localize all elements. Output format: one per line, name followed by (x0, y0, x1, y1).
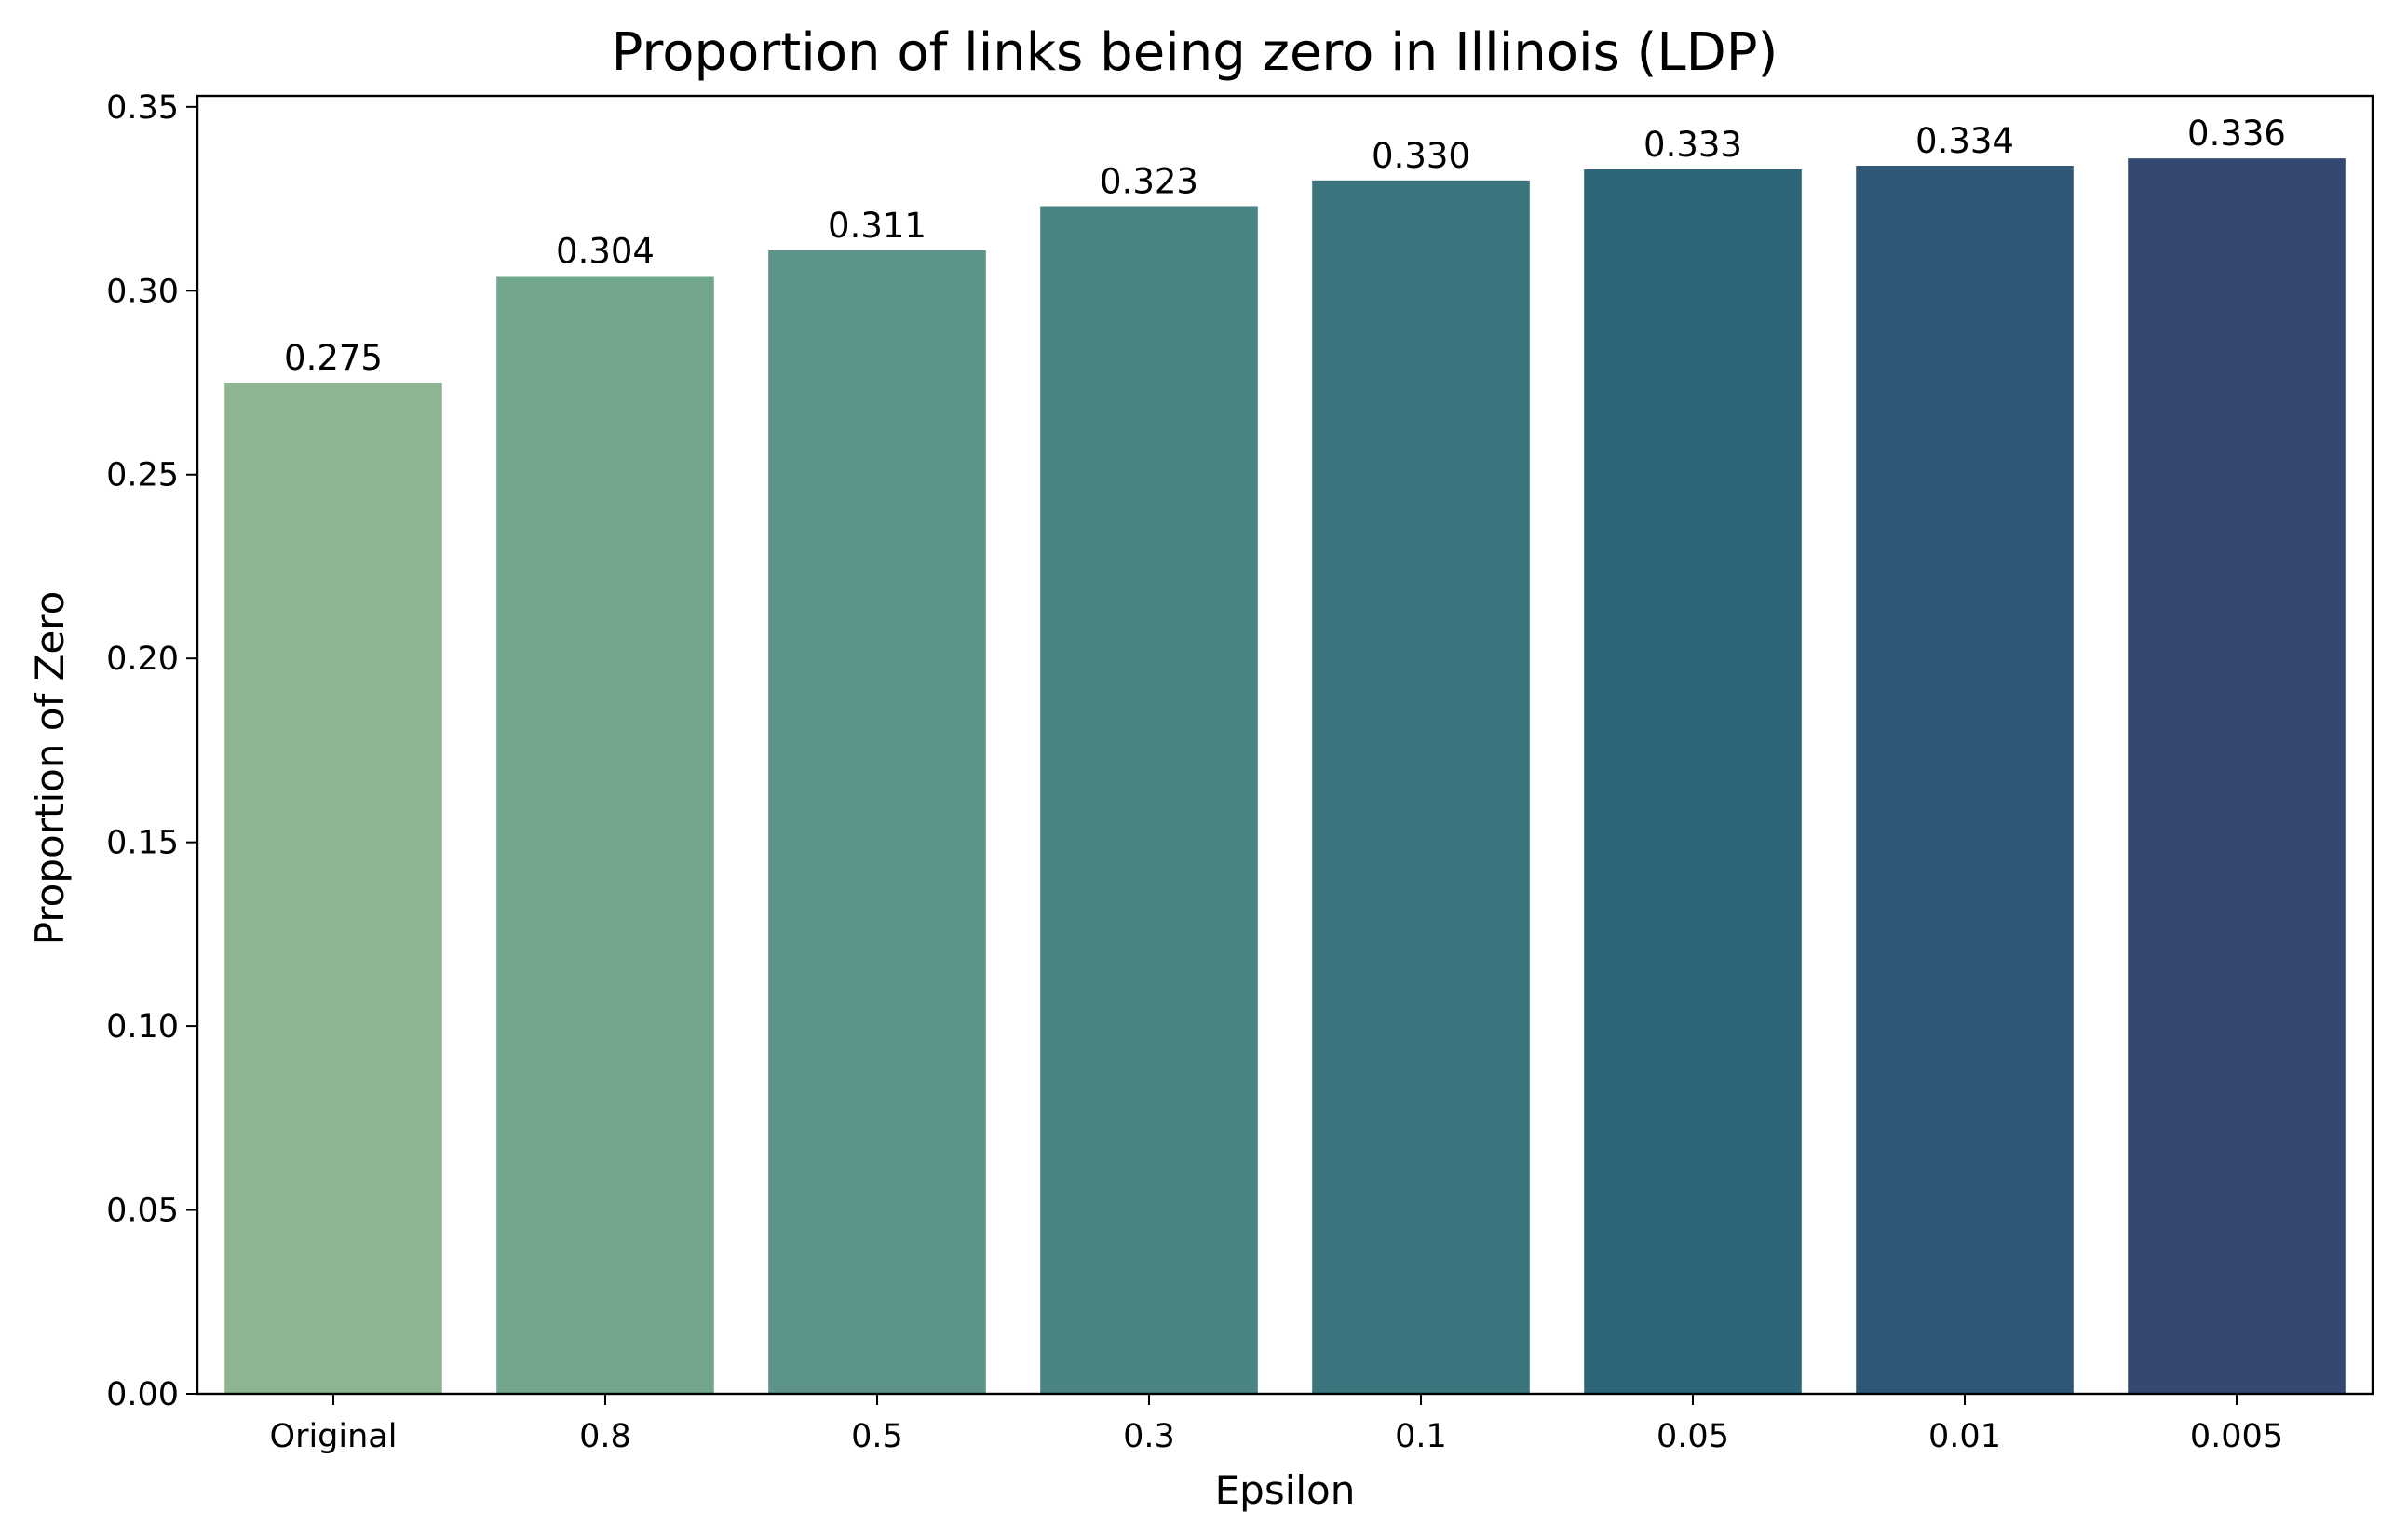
data-label: 0.311 (828, 206, 926, 246)
data-label: 0.275 (284, 338, 383, 378)
data-label: 0.323 (1100, 161, 1198, 201)
x-tick-label: 0.5 (851, 1418, 903, 1455)
plot-area: 0.275 Original 0.304 0.8 0.311 0.5 0.323 0.3 0.3… (106, 89, 2374, 1455)
data-label: 0.304 (556, 232, 655, 272)
y-tick-label: 0.35 (106, 89, 179, 127)
y-tick-label: 0.25 (106, 457, 179, 494)
bar (2128, 158, 2346, 1394)
x-tick-label: 0.005 (2190, 1418, 2283, 1455)
chart-title: Proportion of links being zero in Illino… (612, 22, 1779, 83)
x-axis-label: Epsilon (1215, 1467, 1356, 1513)
y-tick-label: 0.00 (106, 1376, 179, 1413)
data-label: 0.330 (1372, 136, 1470, 176)
x-tick-label: 0.8 (579, 1418, 631, 1455)
x-tick-label: 0.1 (1395, 1418, 1447, 1455)
bar (768, 250, 986, 1394)
y-tick-label: 0.05 (106, 1193, 179, 1230)
x-tick-label: 0.05 (1657, 1418, 1729, 1455)
y-axis-label: Proportion of Zero (27, 591, 73, 946)
y-tick-label: 0.15 (106, 825, 179, 862)
x-tick-label: Original (270, 1418, 398, 1455)
bar (224, 383, 442, 1394)
plot-frame (196, 94, 2374, 1396)
bar (1040, 206, 1258, 1395)
bar (1856, 166, 2074, 1395)
y-tick-label: 0.20 (106, 641, 179, 678)
data-label: 0.334 (1915, 121, 2014, 161)
bar (496, 276, 714, 1394)
bar (1584, 169, 1802, 1394)
bar (1312, 180, 1530, 1395)
data-label: 0.336 (2187, 114, 2286, 154)
y-tick-label: 0.10 (106, 1008, 179, 1046)
x-tick-label: 0.01 (1928, 1418, 2001, 1455)
x-tick-label: 0.3 (1123, 1418, 1175, 1455)
y-tick-label: 0.30 (106, 273, 179, 310)
data-label: 0.333 (1643, 125, 1742, 165)
